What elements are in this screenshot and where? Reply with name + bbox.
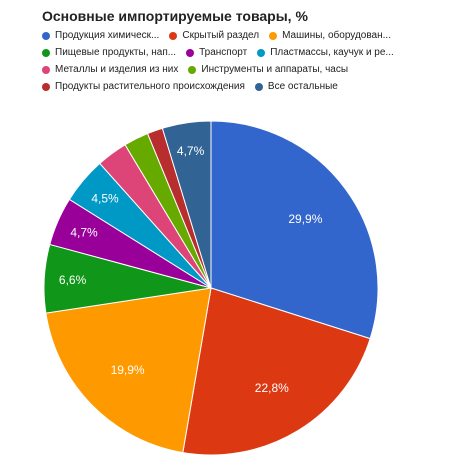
legend-marker — [254, 82, 263, 91]
legend-item-1[interactable]: Скрытый раздел — [169, 29, 259, 42]
pie-slice-9[interactable] — [161, 120, 212, 289]
legend-marker — [42, 82, 50, 91]
slice-label-9: 4,7% — [177, 144, 205, 158]
legend-item-5[interactable]: Пластмассы, каучук и ре... — [257, 46, 394, 59]
legend-marker — [188, 65, 197, 74]
pie-slice-2[interactable] — [45, 287, 212, 454]
legend-item-3[interactable]: Пищевые продукты, нап... — [42, 46, 176, 59]
legend-label: Транспорт — [199, 47, 248, 58]
legend-marker — [42, 65, 50, 74]
pie-slice-0[interactable] — [210, 120, 379, 340]
legend-item-4[interactable]: Транспорт — [186, 46, 247, 59]
legend-item-7[interactable]: Инструменты и аппараты, часы — [188, 63, 348, 76]
legend-marker — [42, 31, 50, 40]
legend-marker — [269, 31, 278, 40]
legend-label: Инструменты и аппараты, часы — [201, 64, 349, 75]
legend-marker — [42, 48, 50, 57]
legend-label: Пищевые продукты, нап... — [55, 47, 177, 58]
pie-slice-1[interactable] — [182, 287, 371, 456]
legend-label: Машины, оборудован... — [282, 30, 391, 41]
slice-label-5: 4,5% — [91, 192, 119, 206]
chart-legend: Продукция химическ... Скрытый раздел Маш… — [42, 29, 446, 93]
legend-item-0[interactable]: Продукция химическ... — [42, 29, 159, 42]
legend-label: Пластмассы, каучук и ре... — [270, 47, 394, 58]
legend-item-8[interactable]: Продукты растительного происхождения — [42, 80, 245, 93]
legend-label: Металлы и изделия из них — [55, 64, 179, 75]
legend-label: Все остальные — [267, 81, 338, 92]
slice-label-4: 4,7% — [70, 226, 98, 240]
legend-label: Продукты растительного происхождения — [55, 81, 245, 92]
legend-label: Продукция химическ... — [55, 30, 160, 41]
slice-label-2: 19,9% — [111, 363, 145, 377]
legend-item-9[interactable]: Все остальные — [254, 80, 338, 93]
legend-marker — [186, 48, 195, 57]
chart-title: Основные импортируемые товары, % — [42, 8, 308, 24]
legend-marker — [169, 31, 178, 40]
slice-label-1: 22,8% — [255, 381, 289, 395]
legend-label: Скрытый раздел — [182, 30, 260, 41]
slice-label-3: 6,6% — [59, 273, 87, 287]
legend-item-2[interactable]: Машины, оборудован... — [269, 29, 391, 42]
legend-marker — [257, 48, 266, 57]
legend-item-6[interactable]: Металлы и изделия из них — [42, 63, 178, 76]
slice-label-0: 29,9% — [288, 212, 322, 226]
